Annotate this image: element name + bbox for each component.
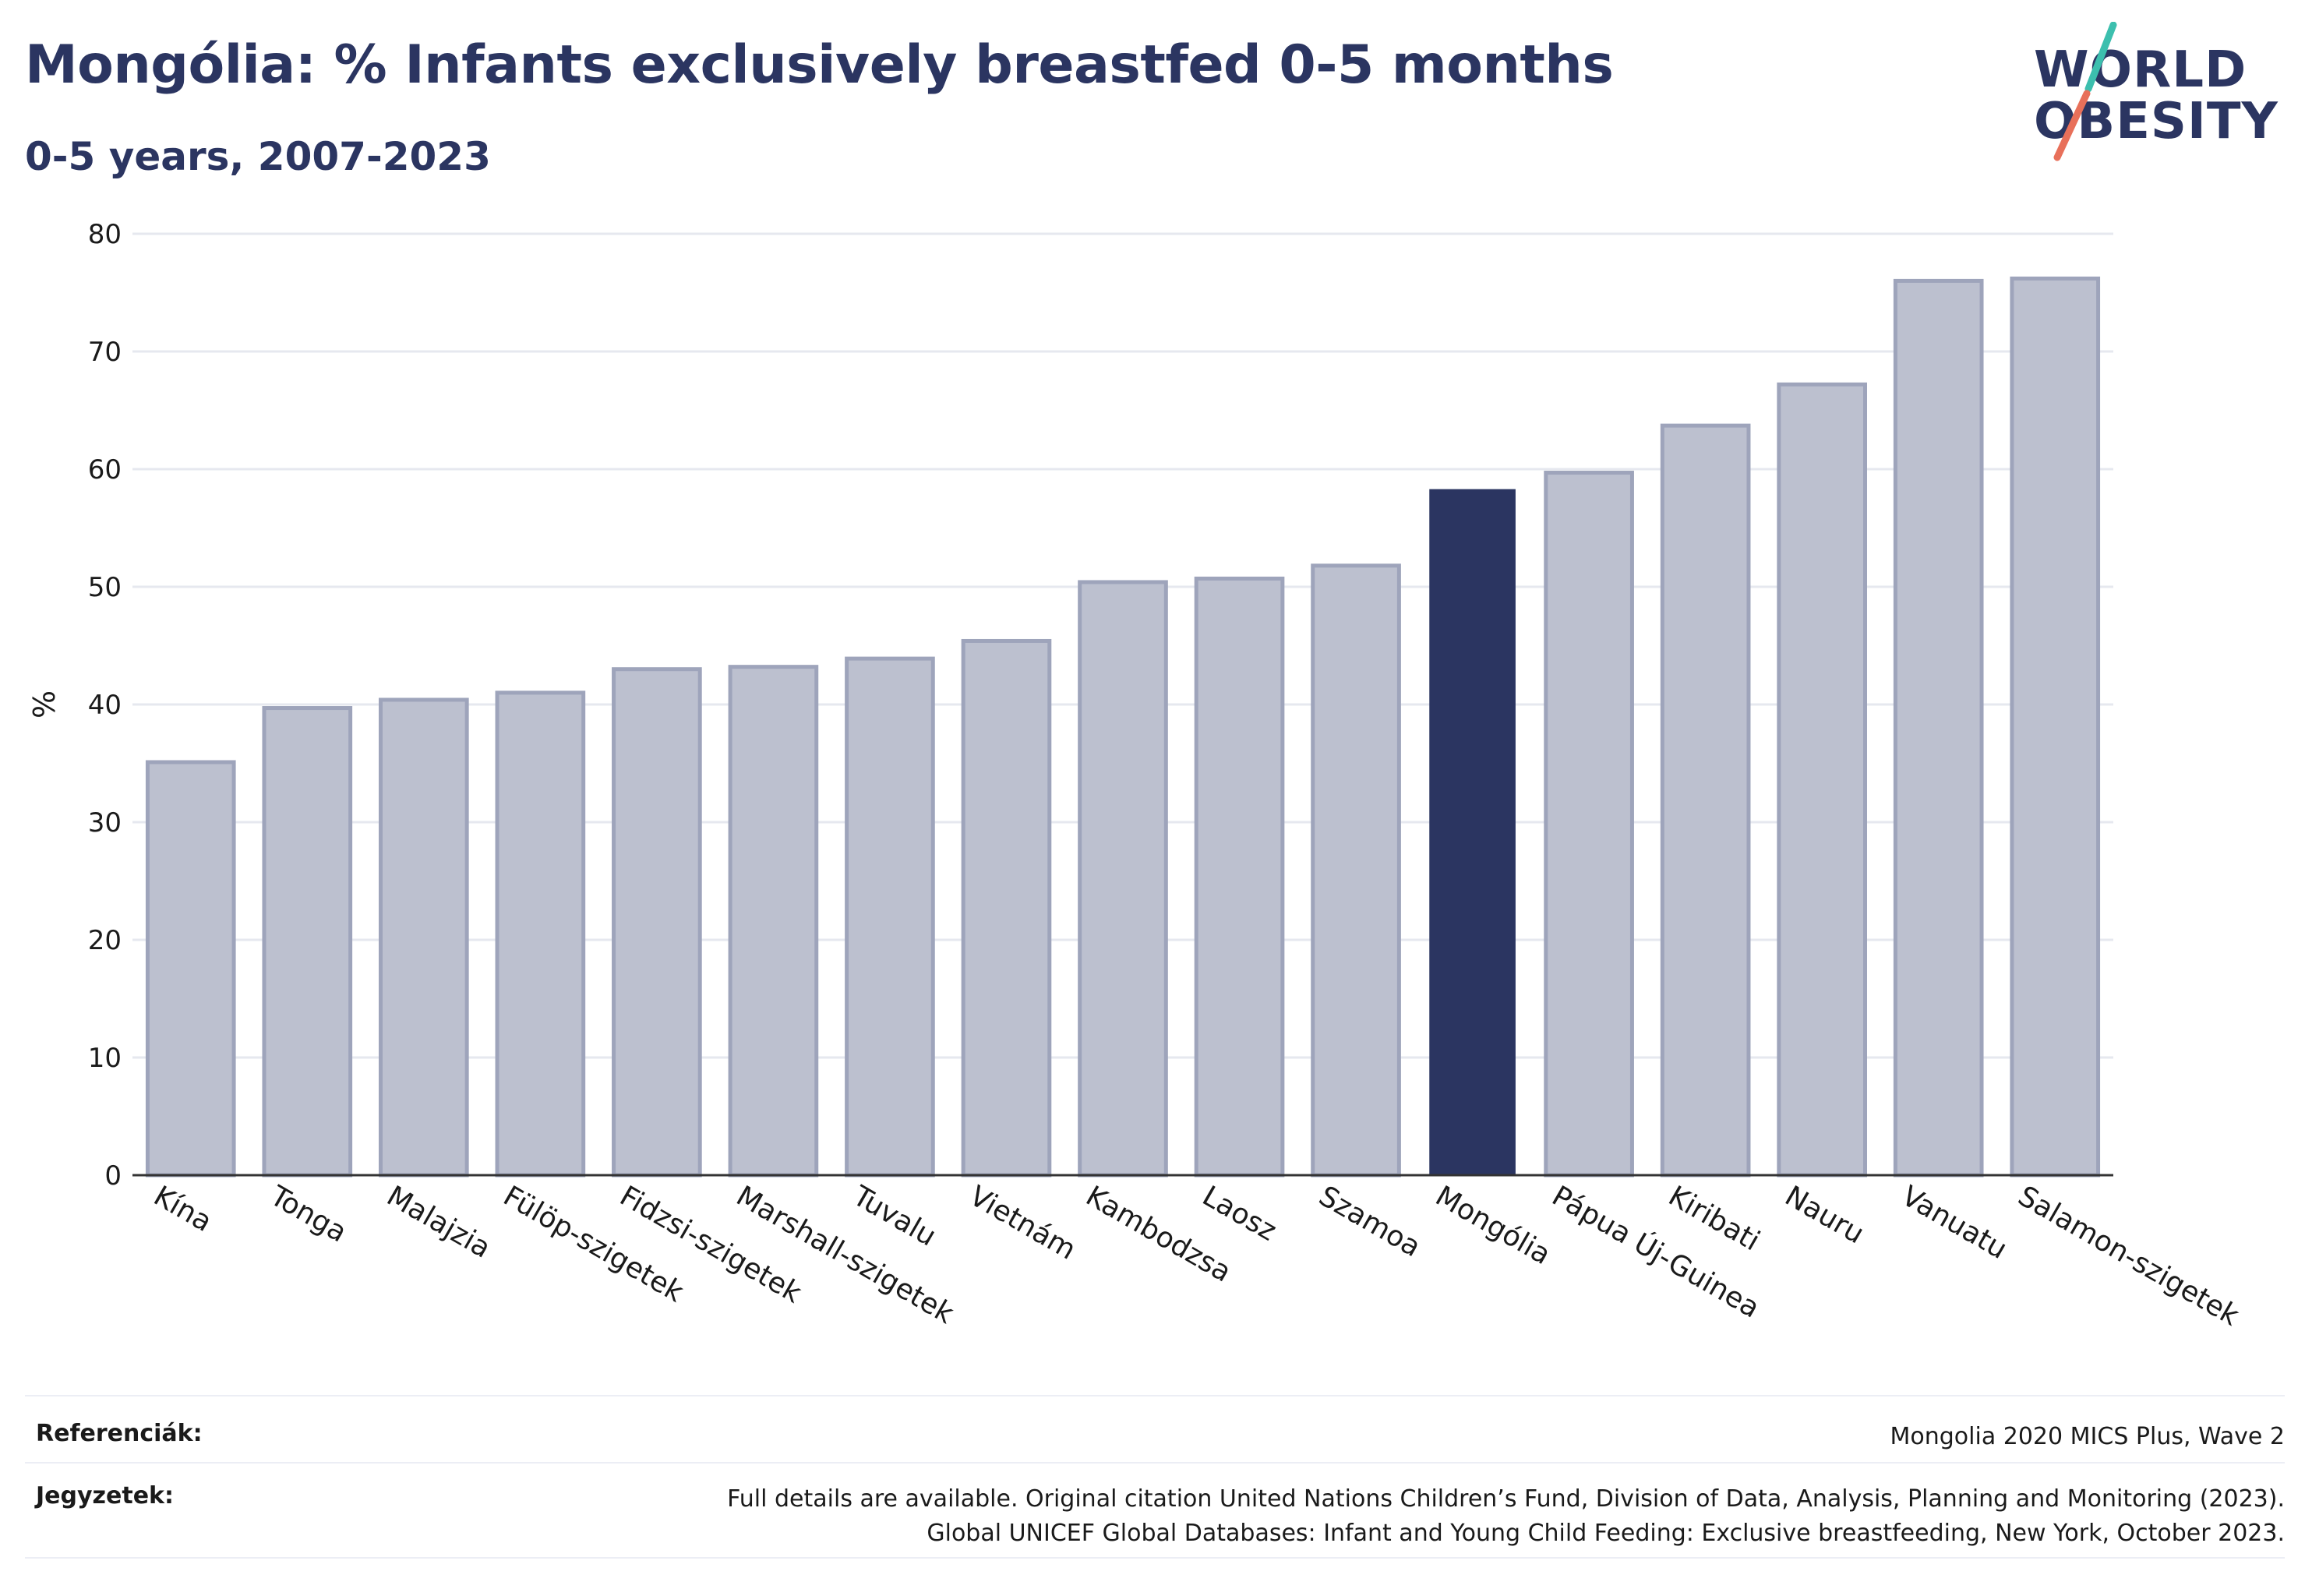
bar-Pápua Új-Guinea xyxy=(1544,471,1634,1178)
bar-Tuvalu xyxy=(845,656,935,1178)
bar-Nauru xyxy=(1777,382,1868,1178)
bar-Tonga xyxy=(262,706,353,1178)
y-tick-label: 30 xyxy=(88,807,122,839)
y-tick-label: 10 xyxy=(88,1043,122,1074)
x-tick-label: Pápua Új-Guinea xyxy=(1547,1179,1766,1324)
notes-line-1: Full details are available. Original cit… xyxy=(727,1485,2285,1513)
x-tick-label: Kína xyxy=(148,1180,217,1238)
y-tick-label: 80 xyxy=(88,219,122,250)
x-tick-label: Tonga xyxy=(264,1180,352,1249)
bar-Mongólia xyxy=(1429,489,1516,1175)
bar-Marshall-szigetek xyxy=(728,665,819,1178)
y-tick-label: 40 xyxy=(88,690,122,721)
bar-Vanuatu xyxy=(1893,278,1984,1178)
chart-subtitle: 0-5 years, 2007-2023 xyxy=(25,134,491,179)
notes-line-2: Global UNICEF Global Databases: Infant a… xyxy=(927,1520,2285,1547)
logo-text-line1: WORLD xyxy=(2034,41,2247,99)
world-obesity-logo: WORLD OBESITY xyxy=(2026,22,2291,170)
x-tick-label: Salamon-szigetek xyxy=(2013,1180,2244,1332)
bar-Malajzia xyxy=(378,697,469,1178)
notes-value: Full details are available. Original cit… xyxy=(727,1482,2285,1551)
chart-title: Mongólia: % Infants exclusively breastfe… xyxy=(25,34,1614,96)
bar-Fülöp-szigetek xyxy=(495,690,586,1178)
bar-Kína xyxy=(145,760,236,1178)
bar-Kiribati xyxy=(1660,423,1751,1178)
footer-divider xyxy=(25,1462,2285,1464)
references-value: Mongolia 2020 MICS Plus, Wave 2 xyxy=(1890,1423,2285,1450)
y-tick-label: 20 xyxy=(88,925,122,956)
y-tick-label: 70 xyxy=(88,337,122,368)
notes-label: Jegyzetek: xyxy=(36,1482,174,1509)
bar-Vietnám xyxy=(961,638,1052,1178)
x-tick-label: Kiribati xyxy=(1663,1180,1765,1257)
y-tick-label: 60 xyxy=(88,454,122,486)
x-tick-label: Vanuatu xyxy=(1896,1180,2012,1266)
x-tick-label: Mongólia xyxy=(1430,1180,1556,1271)
x-tick-label: Laosz xyxy=(1197,1180,1282,1247)
bar-Salamon-szigetek xyxy=(2010,276,2101,1178)
x-tick-label: Marshall-szigetek xyxy=(731,1180,959,1330)
bar-Fidzsi-szigetek xyxy=(612,667,702,1178)
references-row: Referenciák: Mongolia 2020 MICS Plus, Wa… xyxy=(25,1420,2285,1454)
y-tick-label: 50 xyxy=(88,572,122,603)
footer-divider xyxy=(25,1557,2285,1559)
bar-Szamoa xyxy=(1311,563,1401,1178)
references-label: Referenciák: xyxy=(36,1420,203,1447)
x-tick-label: Nauru xyxy=(1780,1180,1869,1250)
x-tick-label: Malajzia xyxy=(381,1180,496,1265)
x-tick-label: Vietnám xyxy=(964,1180,1081,1266)
x-tick-label: Szamoa xyxy=(1314,1180,1426,1263)
x-tick-label: Tuvalu xyxy=(847,1180,941,1253)
y-tick-label: 0 xyxy=(104,1160,122,1192)
y-axis-label: % xyxy=(27,690,62,719)
bar-Kambodzsa xyxy=(1078,580,1168,1178)
footer-divider xyxy=(25,1395,2285,1396)
bar-Laosz xyxy=(1194,576,1285,1178)
notes-row: Jegyzetek: Full details are available. O… xyxy=(25,1482,2285,1552)
logo-text-line2: OBESITY xyxy=(2034,93,2279,150)
